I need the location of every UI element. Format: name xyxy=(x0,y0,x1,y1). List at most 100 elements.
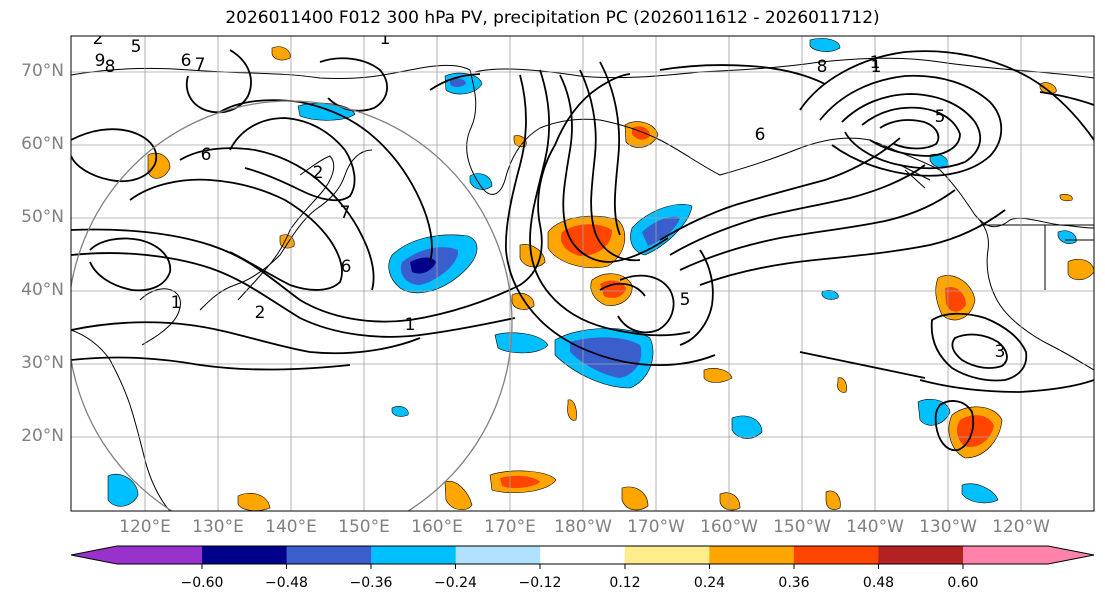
shade-neg xyxy=(450,78,466,87)
shade-neg xyxy=(642,216,680,246)
shade-pos xyxy=(237,493,271,511)
longitude-label: 150°E xyxy=(338,517,390,537)
colorbar-bin xyxy=(878,546,964,564)
contour-label: 3 xyxy=(995,342,1006,362)
longitude-label: 160°E xyxy=(411,517,463,537)
colorbar-tick-label: 0.24 xyxy=(693,575,726,591)
shade-neg xyxy=(494,332,549,354)
longitude-label: 120°E xyxy=(119,517,171,537)
map-frame xyxy=(70,35,1095,512)
colorbar-tick-label: −0.48 xyxy=(265,575,308,591)
shade-neg xyxy=(917,399,951,426)
colorbar-tick-label: 0.60 xyxy=(947,575,979,591)
shade-neg xyxy=(731,415,763,439)
colorbar-tick-label: −0.24 xyxy=(434,575,477,591)
colorbar-extend-under xyxy=(71,546,202,564)
colorbar-bin xyxy=(202,546,288,564)
longitude-label: 130°E xyxy=(192,517,244,537)
shade-pos xyxy=(956,415,994,448)
longitude-label: 140°W xyxy=(846,517,904,537)
contour-label: 1 xyxy=(870,53,881,73)
contour-label: 6 xyxy=(181,51,192,71)
contour-label: 2 xyxy=(313,163,324,183)
contour-label: 6 xyxy=(341,257,352,277)
longitude-label: 170°E xyxy=(484,517,536,537)
colorbar-bin xyxy=(624,546,710,564)
contour-label: 7 xyxy=(340,203,351,223)
map-title: 2026011400 F012 300 hPa PV, precipitatio… xyxy=(225,8,880,28)
longitude-label: 130°W xyxy=(919,517,977,537)
colorbar-tick-label: −0.12 xyxy=(518,575,562,591)
colorbar xyxy=(70,545,1095,569)
contour-label: 2 xyxy=(93,29,104,49)
latitude-label: 40°N xyxy=(21,280,64,300)
shade-pos xyxy=(719,492,741,511)
latitude-label: 30°N xyxy=(21,353,64,373)
colorbar-bin xyxy=(793,546,879,564)
colorbar-tick-label: 0.48 xyxy=(862,575,895,591)
graticule xyxy=(71,36,1094,511)
longitude-label: 120°W xyxy=(992,517,1050,537)
contour-label: 5 xyxy=(131,37,142,57)
longitude-label: 180°W xyxy=(554,517,612,537)
shade-neg xyxy=(809,38,841,52)
shade-pos xyxy=(945,286,966,312)
contour-label: 9 xyxy=(95,51,106,71)
contour-label: 7 xyxy=(195,55,206,75)
latitude-label: 20°N xyxy=(21,426,64,446)
colorbar-tick-label: −0.36 xyxy=(349,575,393,591)
shade-pos xyxy=(703,368,733,383)
colorbar-outline xyxy=(70,545,1095,565)
colorbar-tick-label: −0.60 xyxy=(180,575,224,591)
shade-pos xyxy=(621,486,649,511)
shade-neg xyxy=(107,474,139,507)
shade-neg xyxy=(961,483,999,504)
shade-neg xyxy=(391,406,409,417)
longitude-label: 150°W xyxy=(773,517,831,537)
latitude-label: 70°N xyxy=(21,61,64,81)
shade-neg xyxy=(821,290,839,300)
shade-pos xyxy=(837,377,847,393)
shade-pos xyxy=(271,46,291,61)
colorbar-bin xyxy=(540,546,626,564)
contour-label: 1 xyxy=(405,315,416,335)
shade-pos xyxy=(1067,259,1094,281)
shade-pos xyxy=(444,480,473,510)
shade-pos xyxy=(511,292,535,310)
shade-pos xyxy=(600,280,626,298)
contour-label: 1 xyxy=(171,293,182,313)
shade-pos xyxy=(567,399,577,421)
pv-contours xyxy=(71,49,1094,452)
contour-label: 6 xyxy=(755,125,766,145)
coastlines xyxy=(71,57,1094,511)
colorbar-bin xyxy=(455,546,541,564)
longitude-label: 170°W xyxy=(627,517,685,537)
shade-pos xyxy=(1039,82,1057,94)
contour-label: 1 xyxy=(871,57,882,77)
contour-label: 8 xyxy=(105,57,116,77)
shade-pos xyxy=(513,135,527,148)
shade-pos xyxy=(1059,194,1073,202)
contour-label: 5 xyxy=(680,290,691,310)
contour-label: 2 xyxy=(255,303,266,323)
latitude-label: 60°N xyxy=(21,134,64,154)
contour-label: 1 xyxy=(380,29,391,49)
longitude-label: 140°E xyxy=(265,517,317,537)
shade-neg xyxy=(1057,230,1077,244)
latitude-label: 50°N xyxy=(21,207,64,227)
shade-pos xyxy=(825,490,841,510)
shade-pos xyxy=(560,224,612,256)
colorbar-tick-label: 0.36 xyxy=(778,575,810,591)
contour-label: 6 xyxy=(201,145,212,165)
contour-label: 8 xyxy=(817,57,828,77)
contour-label: 5 xyxy=(935,107,946,127)
colorbar-bin xyxy=(709,546,795,564)
colorbar-tick-label: 0.12 xyxy=(609,575,641,591)
great-circle xyxy=(71,100,513,511)
colorbar-bin xyxy=(286,546,372,564)
colorbar-bin xyxy=(371,546,457,564)
longitude-label: 160°W xyxy=(700,517,758,537)
colorbar-extend-over xyxy=(963,546,1094,564)
